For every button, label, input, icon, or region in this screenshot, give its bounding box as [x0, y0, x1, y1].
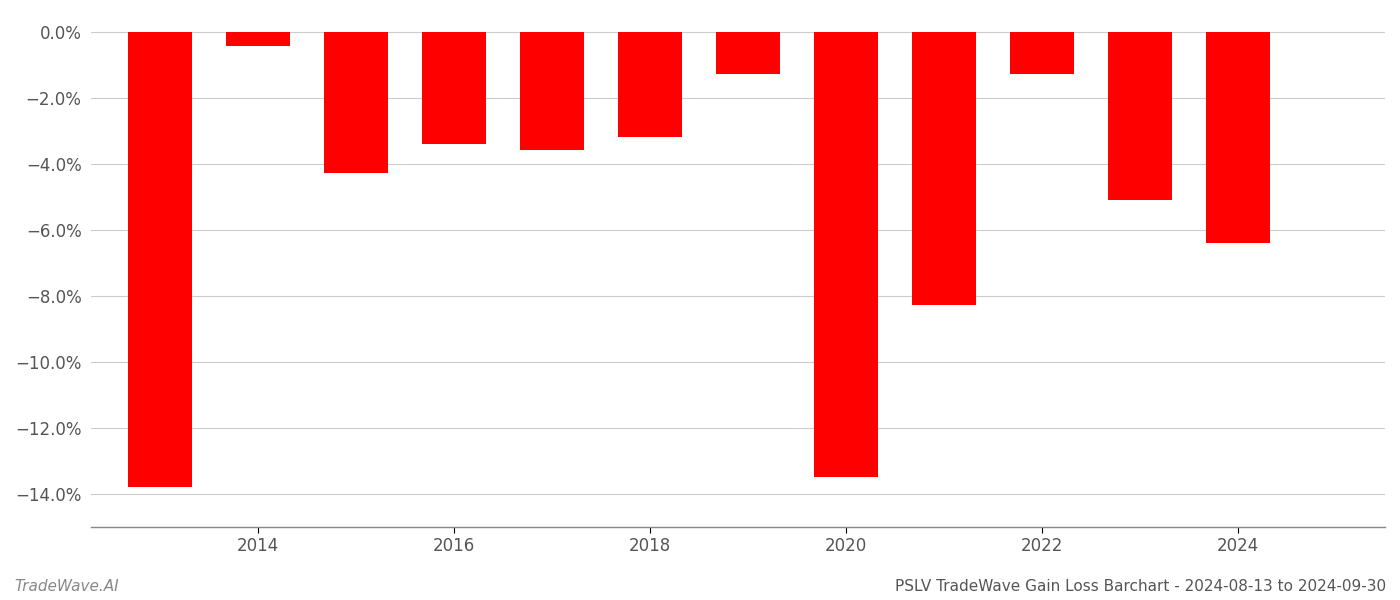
Bar: [617, 32, 682, 137]
Bar: [1207, 32, 1270, 243]
Bar: [127, 32, 192, 487]
Bar: [323, 32, 388, 173]
Bar: [911, 32, 976, 305]
Bar: [421, 32, 486, 144]
Text: PSLV TradeWave Gain Loss Barchart - 2024-08-13 to 2024-09-30: PSLV TradeWave Gain Loss Barchart - 2024…: [895, 579, 1386, 594]
Bar: [519, 32, 584, 151]
Bar: [1009, 32, 1074, 74]
Text: TradeWave.AI: TradeWave.AI: [14, 579, 119, 594]
Bar: [813, 32, 878, 477]
Bar: [715, 32, 780, 74]
Bar: [225, 32, 290, 46]
Bar: [1109, 32, 1172, 200]
